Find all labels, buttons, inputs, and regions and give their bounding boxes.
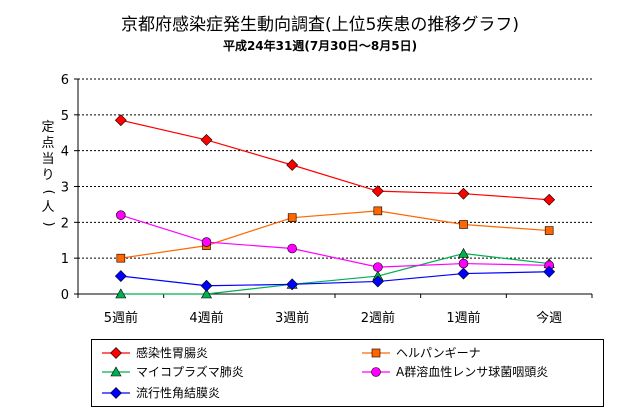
data-point-series-1 <box>543 193 556 206</box>
legend-marker <box>110 387 122 399</box>
data-point-series-1 <box>286 159 299 171</box>
data-point-series-5 <box>200 279 213 292</box>
y-tick-label: 3 <box>61 181 69 196</box>
legend-label: マイコプラズマ肺炎 <box>136 365 244 379</box>
data-point-series-2 <box>373 206 383 216</box>
legend-marker <box>371 367 381 377</box>
chart-legend: 感染性胃腸炎 ヘルパンギーナマイコプラズマ肺炎 A群溶血性レンサ球菌咽頭炎流行性角結… <box>91 339 604 407</box>
legend-item-5: 流行性角結膜炎 <box>100 384 340 402</box>
x-tick-label: 今週 <box>536 310 562 326</box>
series-line-2 <box>120 210 550 259</box>
legend-marker <box>110 366 122 377</box>
y-axis-label-char: 当 <box>41 152 55 167</box>
data-point-series-3 <box>200 288 213 299</box>
chart-title: 京都府感染症発生動向調査(上位5疾患の推移グラフ) <box>120 15 520 35</box>
legend-label: 流行性角結膜炎 <box>136 386 221 400</box>
legend-item-1: 感染性胃腸炎 <box>100 344 340 362</box>
x-tick-label: 5週前 <box>104 310 138 326</box>
x-tick-label: 2週前 <box>361 310 395 326</box>
legend-item-4: A群溶血性レンサ球菌咽頭炎 <box>360 363 600 381</box>
y-axis-label-char: 定 <box>41 120 55 135</box>
data-point-series-3 <box>457 247 470 258</box>
series-line-3 <box>120 252 550 295</box>
data-point-series-2 <box>459 220 468 229</box>
y-tick-label: 0 <box>61 288 69 303</box>
legend-label: A群溶血性レンサ球菌咽頭炎 <box>396 365 549 379</box>
y-axis-label-char: り <box>41 168 55 183</box>
legend-label: 感染性胃腸炎 <box>136 346 209 360</box>
data-point-series-5 <box>543 265 556 278</box>
series-line-1 <box>120 119 550 201</box>
data-point-series-5 <box>457 267 470 280</box>
data-point-series-5 <box>286 278 299 291</box>
y-axis-label-char: 人 <box>41 200 55 215</box>
data-point-series-5 <box>114 270 127 283</box>
data-point-series-1 <box>200 133 213 146</box>
legend-key <box>102 387 130 399</box>
data-point-series-1 <box>371 185 384 198</box>
y-axis-label: 定点当り(人) <box>40 120 56 232</box>
data-point-series-3 <box>115 288 127 299</box>
data-point-series-5 <box>371 275 384 288</box>
data-point-series-1 <box>114 114 127 127</box>
chart-subtitle: 平成24年31週(7月30日〜8月5日) <box>222 39 418 53</box>
data-point-series-4 <box>373 262 383 272</box>
legend-item-3: マイコプラズマ肺炎 <box>100 363 340 381</box>
data-point-series-4 <box>201 237 212 247</box>
x-tick-label: 3週前 <box>275 310 309 326</box>
legend-item-2: ヘルパンギーナ <box>360 344 600 362</box>
series-line-4 <box>120 214 550 268</box>
data-point-series-2 <box>544 226 554 235</box>
y-tick-label: 2 <box>61 216 69 231</box>
data-point-series-4 <box>458 258 469 269</box>
legend-key <box>102 366 130 377</box>
y-axis-label-char: 点 <box>41 136 55 151</box>
legend-marker <box>371 348 381 358</box>
series-line-5 <box>120 271 550 287</box>
legend-label: ヘルパンギーナ <box>396 346 481 360</box>
y-tick-label: 1 <box>61 252 69 267</box>
data-point-series-1 <box>457 187 470 200</box>
x-tick-label: 1週前 <box>446 310 480 326</box>
legend-marker <box>110 347 122 359</box>
data-point-series-2 <box>287 213 297 222</box>
legend-key <box>362 367 390 377</box>
x-tick-label: 4週前 <box>189 310 223 326</box>
y-tick-label: 5 <box>61 109 69 124</box>
y-tick-label: 6 <box>61 73 69 88</box>
y-tick-label: 4 <box>61 145 69 160</box>
legend-key <box>362 348 390 358</box>
data-point-series-4 <box>116 210 126 220</box>
data-point-series-2 <box>116 253 126 263</box>
legend-key <box>102 347 130 359</box>
data-point-series-4 <box>287 243 297 254</box>
